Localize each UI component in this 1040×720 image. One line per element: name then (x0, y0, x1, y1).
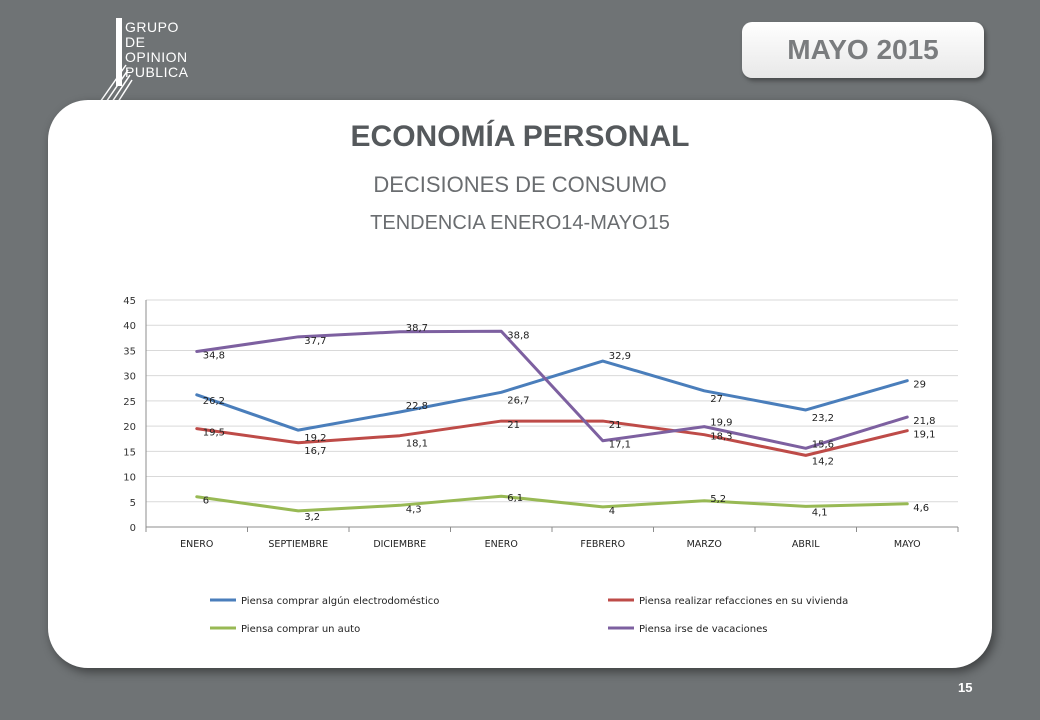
x-tick-label: FEBRERO (580, 539, 625, 550)
data-label: 38,8 (507, 330, 529, 341)
x-tick-label: ENERO (485, 539, 518, 550)
x-tick-label: SEPTIEMBRE (268, 539, 328, 550)
data-label: 34,8 (203, 350, 225, 361)
data-label: 37,7 (304, 336, 326, 347)
data-label: 5,2 (710, 494, 726, 505)
data-label: 4 (609, 506, 615, 517)
page-title: ECONOMÍA PERSONAL (350, 120, 690, 153)
data-label: 4,1 (812, 507, 828, 518)
data-label: 3,2 (304, 512, 320, 523)
data-label: 32,9 (609, 351, 631, 362)
data-label: 27 (710, 394, 723, 405)
series-line (195, 419, 909, 457)
data-label: 21 (507, 420, 520, 431)
y-tick-label: 0 (130, 523, 136, 534)
data-label: 26,2 (203, 396, 225, 407)
series-line (195, 329, 909, 450)
data-label: 26,7 (507, 395, 529, 406)
x-tick-label: MARZO (687, 539, 722, 550)
chart-period: TENDENCIA ENERO14-MAYO15 (370, 212, 670, 234)
legend-label: Piensa realizar refacciones en su vivien… (639, 596, 848, 607)
data-label: 17,1 (609, 440, 631, 451)
data-label: 21,8 (913, 416, 935, 427)
y-tick-label: 45 (123, 296, 136, 307)
data-label: 23,2 (812, 413, 834, 424)
legend-label: Piensa comprar un auto (241, 624, 360, 635)
y-tick-label: 40 (123, 321, 136, 332)
y-tick-label: 30 (123, 372, 136, 383)
data-label: 38,7 (406, 323, 428, 334)
series-line (195, 359, 909, 432)
data-label: 19,5 (203, 428, 225, 439)
y-tick-label: 15 (123, 447, 136, 458)
data-label: 4,3 (406, 504, 422, 515)
logo-bar (116, 18, 122, 86)
data-label: 18,1 (406, 439, 428, 450)
y-tick-label: 5 (130, 498, 136, 509)
date-badge: MAYO 2015 (742, 22, 984, 78)
page-subtitle: DECISIONES DE CONSUMO (373, 172, 667, 197)
data-label: 6,1 (507, 493, 523, 504)
page-number: 15 (958, 680, 973, 695)
content-card (48, 100, 992, 668)
data-label: 15,6 (812, 439, 834, 450)
x-tick-label: ENERO (180, 539, 213, 550)
series-line (195, 494, 909, 513)
logo-text: GRUPO DE OPINION PUBLICA (125, 20, 188, 80)
logo-line: DE (125, 34, 146, 50)
logo: GRUPO DE OPINION PUBLICA (96, 10, 216, 106)
data-label: 19,2 (304, 433, 326, 444)
data-label: 21 (609, 420, 622, 431)
logo-line: OPINION (125, 49, 188, 65)
data-label: 22,8 (406, 401, 428, 412)
x-tick-label: MAYO (894, 539, 921, 550)
x-tick-label: DICIEMBRE (373, 539, 426, 550)
data-label: 4,6 (913, 503, 929, 514)
x-tick-label: ABRIL (792, 539, 820, 550)
y-tick-label: 20 (123, 422, 136, 433)
y-tick-label: 35 (123, 346, 136, 357)
y-tick-label: 10 (123, 473, 136, 484)
logo-line: GRUPO (125, 19, 179, 35)
data-label: 16,7 (304, 446, 326, 457)
data-label: 18,3 (710, 432, 732, 443)
data-label: 19,1 (913, 430, 935, 441)
legend-label: Piensa irse de vacaciones (639, 624, 767, 635)
y-tick-label: 25 (123, 397, 136, 408)
legend-label: Piensa comprar algún electrodoméstico (241, 595, 439, 607)
data-label: 14,2 (812, 456, 834, 467)
logo-line: PUBLICA (125, 64, 189, 80)
data-label: 19,9 (710, 418, 732, 429)
data-label: 29 (913, 380, 926, 391)
data-label: 6 (203, 496, 209, 507)
